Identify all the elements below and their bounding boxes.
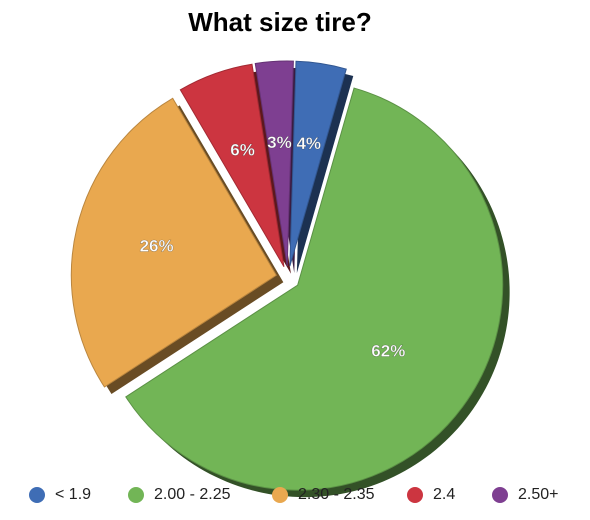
legend-label: 2.50+ bbox=[518, 486, 558, 503]
slice-label: 4% bbox=[296, 134, 321, 153]
slice bbox=[125, 87, 504, 491]
legend-label: 2.00 - 2.25 bbox=[154, 486, 231, 503]
chart-title: What size tire? bbox=[188, 7, 371, 37]
legend-label: < 1.9 bbox=[55, 486, 91, 503]
legend-label: 2.4 bbox=[433, 486, 455, 503]
legend-marker bbox=[492, 487, 508, 503]
slice-label: 26% bbox=[140, 236, 174, 255]
legend-label: 2.30 - 2.35 bbox=[298, 486, 375, 503]
slice-label: 3% bbox=[267, 133, 292, 152]
slice-label: 6% bbox=[230, 140, 255, 159]
legend-marker bbox=[29, 487, 45, 503]
legend-marker bbox=[272, 487, 288, 503]
slice bbox=[289, 60, 347, 267]
slice bbox=[179, 63, 285, 267]
slice bbox=[254, 60, 294, 267]
slice-label: 62% bbox=[371, 342, 405, 361]
legend-marker bbox=[128, 487, 144, 503]
slice bbox=[70, 97, 277, 388]
legend-marker bbox=[407, 487, 423, 503]
